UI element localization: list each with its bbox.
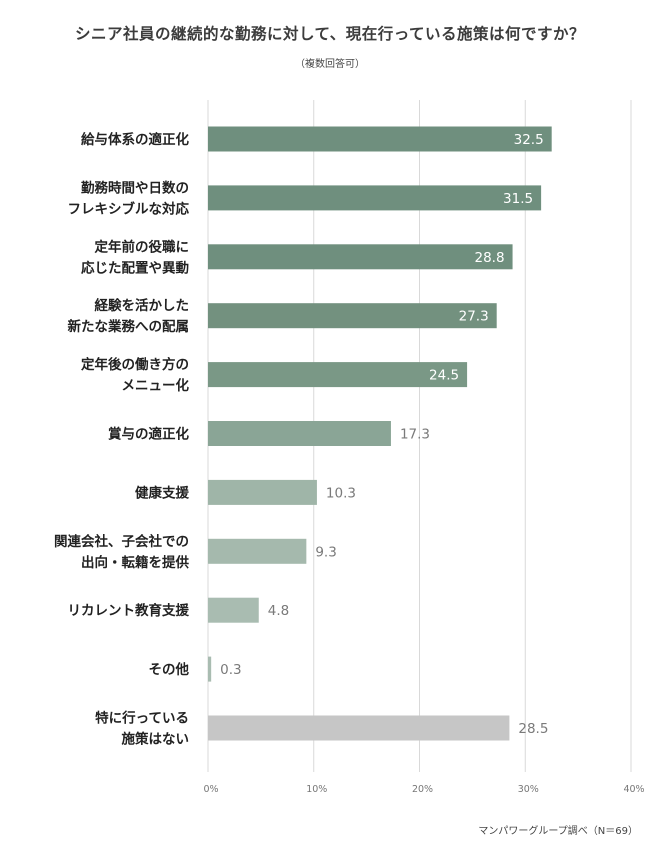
bar bbox=[208, 421, 391, 446]
category-label: フレキシブルな対応 bbox=[68, 200, 190, 217]
category-label: 健康支援 bbox=[135, 484, 189, 501]
bar bbox=[208, 597, 259, 623]
data-label: 28.8 bbox=[474, 250, 504, 266]
x-tick-label: 20% bbox=[412, 784, 433, 795]
category-label: リカレント教育支援 bbox=[68, 602, 190, 619]
x-tick-label: 10% bbox=[306, 784, 327, 795]
category-label: 定年前の役職に bbox=[95, 238, 190, 255]
bar bbox=[208, 479, 317, 505]
category-label: メニュー化 bbox=[122, 377, 190, 394]
data-label: 28.5 bbox=[518, 721, 548, 737]
data-label: 9.3 bbox=[315, 544, 336, 560]
category-label: 新たな業務への配属 bbox=[68, 318, 190, 335]
category-label: 関連会社、子会社での bbox=[54, 533, 189, 550]
bar bbox=[208, 715, 510, 741]
data-label: 17.3 bbox=[400, 427, 430, 443]
category-label: その他 bbox=[149, 661, 190, 678]
category-label: 定年後の働き方の bbox=[81, 356, 189, 373]
bar bbox=[208, 303, 497, 329]
category-label: 特に行っている bbox=[95, 710, 189, 727]
chart-subtitle: （複数回答可） bbox=[295, 59, 365, 70]
x-tick-label: 0% bbox=[203, 784, 218, 795]
data-label: 4.8 bbox=[268, 603, 289, 619]
chart-title: シニア社員の継続的な勤務に対して、現在行っている施策は何ですか？ bbox=[75, 25, 585, 43]
category-label: 経験を活かした bbox=[95, 297, 190, 314]
bar bbox=[208, 244, 513, 270]
data-label: 31.5 bbox=[503, 191, 533, 207]
data-label: 24.5 bbox=[429, 368, 459, 384]
bar bbox=[208, 362, 468, 388]
data-label: 0.3 bbox=[220, 662, 241, 678]
category-label: 施策はない bbox=[122, 731, 190, 748]
category-label: 出向・転籍を提供 bbox=[81, 554, 189, 571]
category-label: 勤務時間や日数の bbox=[81, 179, 189, 196]
x-tick-label: 30% bbox=[518, 784, 539, 795]
bar bbox=[208, 126, 552, 152]
bar bbox=[208, 185, 542, 211]
bar bbox=[208, 656, 212, 682]
category-label: 給与体系の適正化 bbox=[81, 131, 189, 148]
data-label: 32.5 bbox=[514, 132, 544, 148]
x-tick-label: 40% bbox=[623, 784, 644, 795]
source-note: マンパワーグループ調べ（N＝69） bbox=[478, 826, 638, 837]
data-label: 27.3 bbox=[459, 309, 489, 325]
category-label: 賞与の適正化 bbox=[108, 426, 189, 443]
category-label: 応じた配置や異動 bbox=[81, 259, 189, 276]
data-label: 10.3 bbox=[326, 485, 356, 501]
bar bbox=[208, 538, 307, 564]
